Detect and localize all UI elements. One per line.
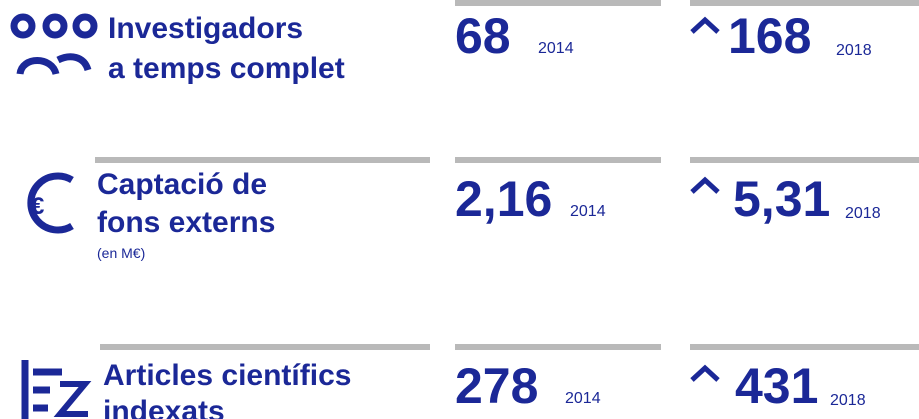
value-2018: 168 [728,8,811,64]
divider [690,0,919,6]
year: 2018 [845,205,881,222]
year: 2014 [570,203,606,220]
year: 2014 [565,390,601,407]
row-label: a temps complet [108,52,345,85]
year: 2018 [830,392,866,409]
value-2014: 2,16 [455,171,552,227]
row-label: fons externs [97,206,275,239]
row-label: Investigadors [108,12,303,45]
value-2018: 431 [735,358,818,414]
increase-caret [690,16,720,34]
euro-icon: € [27,172,74,234]
increase-caret [690,176,720,194]
row-label: Articles científics [103,359,351,392]
divider [455,344,661,350]
row-note: (en M€) [97,245,145,261]
value-2018: 5,31 [733,171,830,227]
articles-icon [21,360,92,419]
divider [455,157,661,163]
divider [690,344,919,350]
divider [455,0,661,6]
value-2014: 68 [455,8,511,64]
divider [690,157,919,163]
year: 2018 [836,42,872,59]
divider [100,344,430,350]
value-2014: 278 [455,358,538,414]
svg-text:€: € [31,193,44,220]
row-label: Captació de [97,168,267,201]
year: 2014 [538,40,574,57]
divider [95,157,430,163]
row-label: indexats [103,395,225,419]
increase-caret [690,364,720,382]
researchers-icon [10,13,98,76]
